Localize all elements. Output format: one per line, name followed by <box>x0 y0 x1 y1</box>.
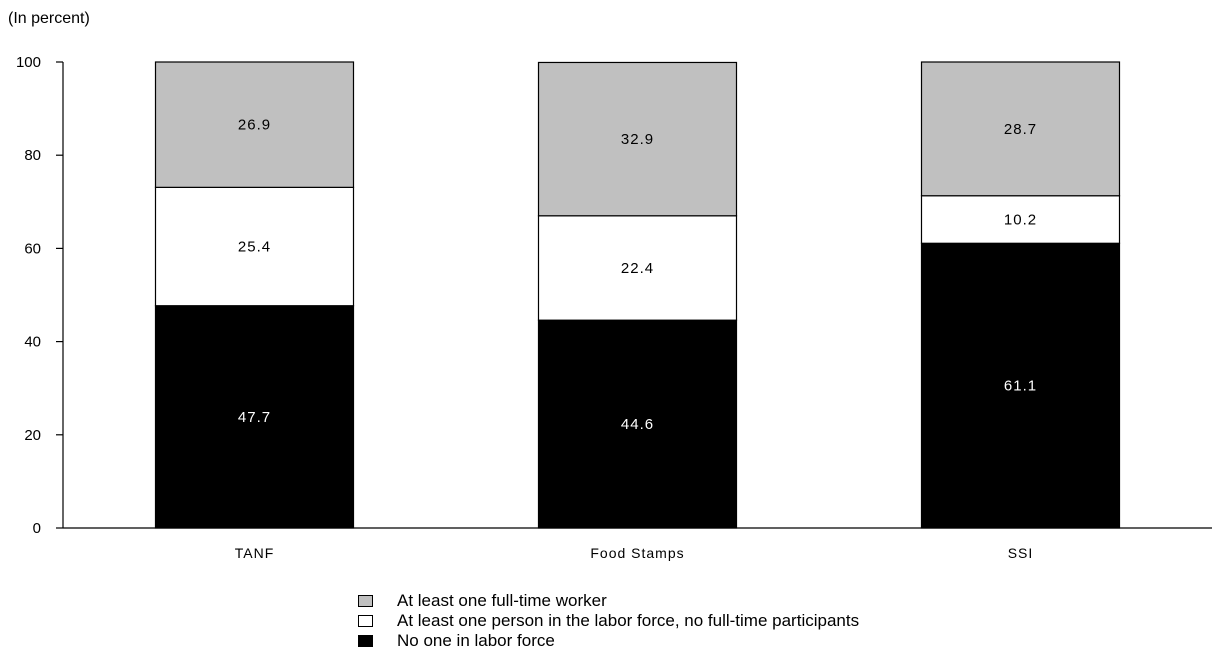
legend-item-part-time-participants: At least one person in the labor force, … <box>358 611 859 631</box>
legend-label-no-labor-force: No one in labor force <box>397 631 555 650</box>
data-label-ssi-at-least-one-person-in-the-labor-force-no-full-time-participants: 10.2 <box>1004 212 1037 229</box>
bar-segment-food-stamps-at-least-one-full-time-worker <box>537 61 738 217</box>
data-label-ssi-no-one-in-labor-force: 61.1 <box>1004 378 1037 395</box>
data-label-ssi-at-least-one-full-time-worker: 28.7 <box>1004 121 1037 138</box>
unit-label: (In percent) <box>8 10 90 27</box>
y-tick-label-60: 60 <box>24 240 41 257</box>
y-tick-label-100: 100 <box>16 54 41 71</box>
legend-item-no-labor-force: No one in labor force <box>358 631 859 651</box>
y-tick-label-40: 40 <box>24 334 41 351</box>
y-tick-label-0: 0 <box>33 520 41 537</box>
x-tick-label-tanf: TANF <box>235 545 275 561</box>
legend-label-full-time-worker: At least one full-time worker <box>397 591 607 610</box>
legend-swatch-full-time-worker <box>358 595 373 607</box>
legend-item-full-time-worker: At least one full-time worker <box>358 591 859 611</box>
x-tick-label-food-stamps: Food Stamps <box>590 545 684 561</box>
bar-segment-food-stamps-no-one-in-labor-force <box>537 319 738 529</box>
bar-segment-ssi-at-least-one-person-in-the-labor-force-no-full-time-participants <box>920 195 1121 244</box>
data-label-tanf-at-least-one-person-in-the-labor-force-no-full-time-participants: 25.4 <box>238 239 271 256</box>
bar-segment-ssi-no-one-in-labor-force <box>920 242 1121 529</box>
bar-segment-ssi-at-least-one-full-time-worker <box>920 61 1121 197</box>
data-label-food-stamps-no-one-in-labor-force: 44.6 <box>621 416 654 433</box>
bar-segment-tanf-at-least-one-full-time-worker <box>154 61 355 188</box>
data-label-tanf-at-least-one-full-time-worker: 26.9 <box>238 117 271 134</box>
data-label-food-stamps-at-least-one-person-in-the-labor-force-no-full-time-participants: 22.4 <box>621 260 654 277</box>
y-tick-label-20: 20 <box>24 427 41 444</box>
bar-segment-tanf-at-least-one-person-in-the-labor-force-no-full-time-participants <box>154 186 355 307</box>
y-tick-label-80: 80 <box>24 147 41 164</box>
chart-legend: At least one full-time worker At least o… <box>358 591 859 651</box>
legend-label-part-time-participants: At least one person in the labor force, … <box>397 611 860 630</box>
legend-swatch-no-labor-force <box>358 635 373 647</box>
stacked-bar-chart: 0 20 40 60 80 100 47.7 25.4 26.9 TANF 44.6 22.4 32.9… <box>16 54 1212 561</box>
data-label-food-stamps-at-least-one-full-time-worker: 32.9 <box>621 131 654 148</box>
bar-segment-tanf-no-one-in-labor-force <box>154 305 355 529</box>
bar-segment-food-stamps-at-least-one-person-in-the-labor-force-no-full-time-participants <box>537 215 738 321</box>
legend-swatch-part-time-participants <box>358 615 373 627</box>
x-tick-label-ssi: SSI <box>1008 545 1034 561</box>
data-label-tanf-no-one-in-labor-force: 47.7 <box>238 409 271 426</box>
